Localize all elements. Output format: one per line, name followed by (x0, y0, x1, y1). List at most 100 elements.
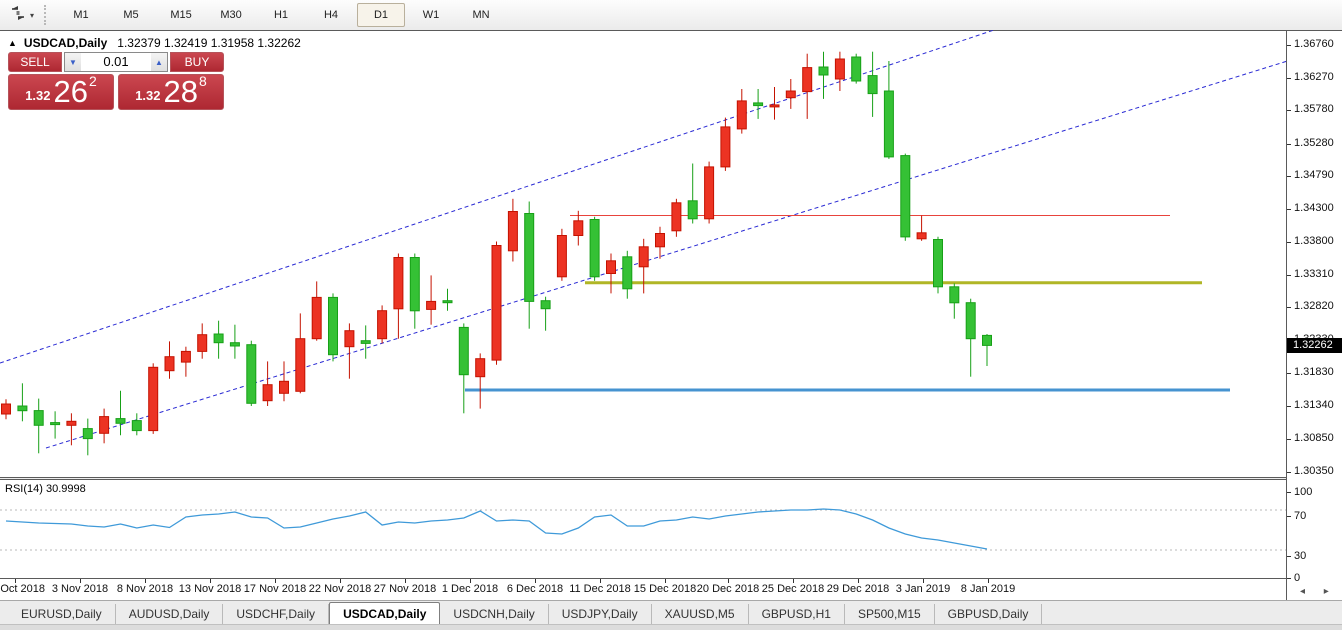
price-tick (1287, 209, 1291, 210)
tab-scroll-arrows[interactable]: ◂ ▸ (1300, 586, 1337, 597)
collapse-panel-icon[interactable]: ▲ (8, 38, 17, 48)
rsi-tick (1287, 556, 1291, 557)
chart-window: RSI(14) 30.9998 1.36760 1.36270 1.35780 1.3… (0, 30, 1342, 600)
timeframe-button-h4[interactable]: H4 (323, 9, 339, 21)
price-tick (1287, 406, 1291, 407)
date-tick (988, 579, 989, 583)
date-tick (405, 579, 406, 583)
tab-usdcnh-daily[interactable]: USDCNH,Daily (440, 604, 549, 625)
rsi-tick (1287, 516, 1291, 517)
date-tick (15, 579, 16, 583)
buy-price-button[interactable]: 1.32 28 8 (118, 73, 224, 110)
timeframe-button-d1[interactable]: D1 (357, 3, 406, 27)
price-axis-label: 1.34790 (1294, 169, 1334, 181)
tab-gbpusd-daily[interactable]: GBPUSD,Daily (935, 604, 1043, 625)
rsi-tick (1287, 578, 1291, 579)
price-tick (1287, 275, 1291, 276)
chart-tabs: EURUSD,Daily AUDUSD,Daily USDCHF,Daily USDC… (8, 602, 1043, 625)
date-tick (80, 579, 81, 583)
date-axis-label: 22 Nov 2018 (308, 583, 372, 595)
timeframe-button-h1[interactable]: H1 (273, 9, 289, 21)
buy-price-prefix: 1.32 (135, 88, 161, 103)
current-price-tag: 1.32262 (1287, 338, 1342, 353)
volume-value[interactable]: 0.01 (103, 54, 129, 69)
chart-symbol-period: USDCAD,Daily (23, 36, 108, 50)
price-chart-canvas[interactable] (0, 30, 1286, 477)
tab-xauusd-m5[interactable]: XAUUSD,M5 (652, 604, 749, 625)
rsi-axis-label: 70 (1294, 510, 1307, 522)
date-tick (470, 579, 471, 583)
rsi-indicator-label: RSI(14) 30.9998 (5, 483, 86, 495)
timeframe-button-m1[interactable]: M1 (73, 9, 89, 21)
timeframe-button-m30[interactable]: M30 (220, 9, 242, 21)
one-click-trading-panel: SELL ▼ 0.01 ▲ BUY 1.32 26 2 1.32 28 8 (8, 52, 224, 110)
date-axis-label: 25 Dec 2018 (761, 583, 825, 595)
price-axis[interactable]: 1.36760 1.36270 1.35780 1.35280 1.34790 1.343… (1286, 30, 1342, 600)
date-axis[interactable]: 30 Oct 2018 3 Nov 2018 8 Nov 2018 13 Nov 20… (0, 579, 1286, 600)
sell-price-button[interactable]: 1.32 26 2 (8, 73, 114, 110)
date-tick (728, 579, 729, 583)
chart-title: ▲ USDCAD,Daily 1.32379 1.32419 1.31958 1… (8, 36, 301, 50)
date-tick (535, 579, 536, 583)
date-axis-label: 11 Dec 2018 (569, 583, 631, 595)
rsi-indicator-canvas[interactable] (0, 480, 1286, 578)
date-tick (665, 579, 666, 583)
tab-audusd-daily[interactable]: AUDUSD,Daily (116, 604, 224, 625)
date-tick (923, 579, 924, 583)
date-axis-label: 8 Nov 2018 (116, 583, 174, 595)
rsi-axis-label: 0 (1294, 572, 1301, 584)
date-tick (210, 579, 211, 583)
price-tick (1287, 439, 1291, 440)
chart-border (0, 30, 1342, 31)
rsi-tick (1287, 492, 1291, 493)
price-tick (1287, 144, 1291, 145)
date-tick (275, 579, 276, 583)
date-axis-label: 6 Dec 2018 (506, 583, 564, 595)
tab-gbpusd-h1[interactable]: GBPUSD,H1 (749, 604, 845, 625)
timeframe-button-mn[interactable]: MN (472, 9, 490, 21)
volume-increase-button[interactable]: ▲ (151, 53, 167, 71)
price-tick (1287, 242, 1291, 243)
buy-price-pip: 8 (199, 73, 207, 89)
volume-stepper: ▼ 0.01 ▲ (64, 52, 168, 72)
price-axis-label: 1.31340 (1294, 399, 1334, 411)
sell-price-pip: 2 (89, 73, 97, 89)
timeframe-button-w1[interactable]: W1 (422, 9, 440, 21)
tab-usdcad-daily[interactable]: USDCAD,Daily (329, 602, 441, 625)
tab-eurusd-daily[interactable]: EURUSD,Daily (8, 604, 116, 625)
buy-button[interactable]: BUY (170, 52, 224, 72)
date-axis-label: 1 Dec 2018 (441, 583, 499, 595)
date-axis-label: 20 Dec 2018 (696, 583, 760, 595)
date-tick (145, 579, 146, 583)
timeframe-buttons: M1 M5 M15 M30 H1 H4 D1 W1 MN (56, 3, 506, 27)
timeframe-button-m5[interactable]: M5 (123, 9, 139, 21)
tab-sp500-m15[interactable]: SP500,M15 (845, 604, 935, 625)
date-axis-label: 8 Jan 2019 (960, 583, 1016, 595)
date-tick (340, 579, 341, 583)
volume-decrease-button[interactable]: ▼ (65, 53, 81, 71)
pane-separator[interactable] (0, 477, 1286, 480)
date-axis-label: 3 Jan 2019 (895, 583, 951, 595)
tab-usdjpy-daily[interactable]: USDJPY,Daily (549, 604, 652, 625)
window-bottom-strip (0, 624, 1342, 630)
toolbar-grip[interactable] (44, 5, 49, 25)
tab-usdchf-daily[interactable]: USDCHF,Daily (223, 604, 330, 625)
date-axis-label: 3 Nov 2018 (51, 583, 109, 595)
price-axis-label: 1.33800 (1294, 235, 1334, 247)
chart-symbol-button[interactable]: ▾ (6, 3, 38, 27)
price-axis-label: 1.36270 (1294, 71, 1334, 83)
price-axis-label: 1.32820 (1294, 300, 1334, 312)
date-axis-label: 17 Nov 2018 (243, 583, 307, 595)
price-tick (1287, 110, 1291, 111)
date-tick (600, 579, 601, 583)
date-tick (793, 579, 794, 583)
price-tick (1287, 373, 1291, 374)
date-tick (858, 579, 859, 583)
price-tick (1287, 307, 1291, 308)
chevron-down-icon: ▾ (30, 10, 35, 20)
sell-button[interactable]: SELL (8, 52, 62, 72)
price-tick (1287, 78, 1291, 79)
sell-price-prefix: 1.32 (25, 88, 51, 103)
timeframe-button-m15[interactable]: M15 (170, 9, 192, 21)
